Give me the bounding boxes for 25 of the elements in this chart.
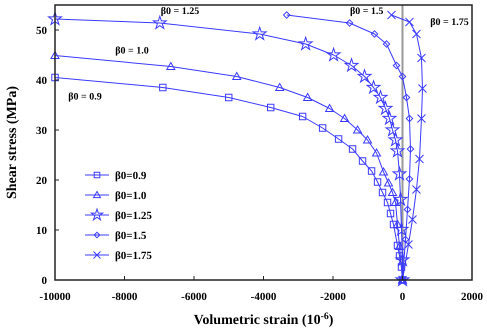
legend-label: β0=1.25 [115,210,152,222]
annotation: β0 = 1.5 [350,6,384,17]
legend-label: β0=0.9 [115,170,147,182]
y-tick-label: 20 [36,175,48,187]
x-tick-label: 2000 [461,291,484,303]
annotation: β0 = 1.75 [430,17,469,28]
x-tick-label: -10000 [39,291,72,303]
annotation: β0 = 1.25 [160,6,200,17]
y-axis-title: Shear stress (MPa) [5,86,20,200]
y-tick-label: 0 [42,275,48,287]
x-tick-label: 0 [400,291,406,303]
y-tick-label: 10 [36,225,48,237]
annotation: β0 = 1.0 [115,46,149,56]
x-tick-label: -6000 [181,291,208,303]
y-tick-label: 30 [36,125,48,137]
y-tick-label: 40 [36,75,48,87]
legend-label: β0=1.5 [115,230,147,242]
x-tick-label: -2000 [320,291,346,303]
legend-label: β0=1.0 [115,190,147,202]
x-tick-label: -8000 [112,291,138,303]
x-axis-title: Volumetric strain (10$^{-6}$) [194,310,334,328]
annotation: β0 = 0.9 [68,92,102,102]
x-tick-label: -4000 [250,291,277,303]
legend-label: β0=1.75 [115,250,152,262]
y-tick-label: 50 [36,25,48,37]
